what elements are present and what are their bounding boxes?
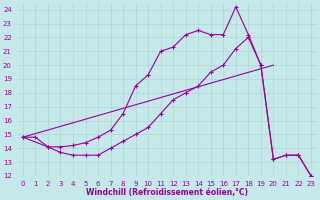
- X-axis label: Windchill (Refroidissement éolien,°C): Windchill (Refroidissement éolien,°C): [86, 188, 248, 197]
